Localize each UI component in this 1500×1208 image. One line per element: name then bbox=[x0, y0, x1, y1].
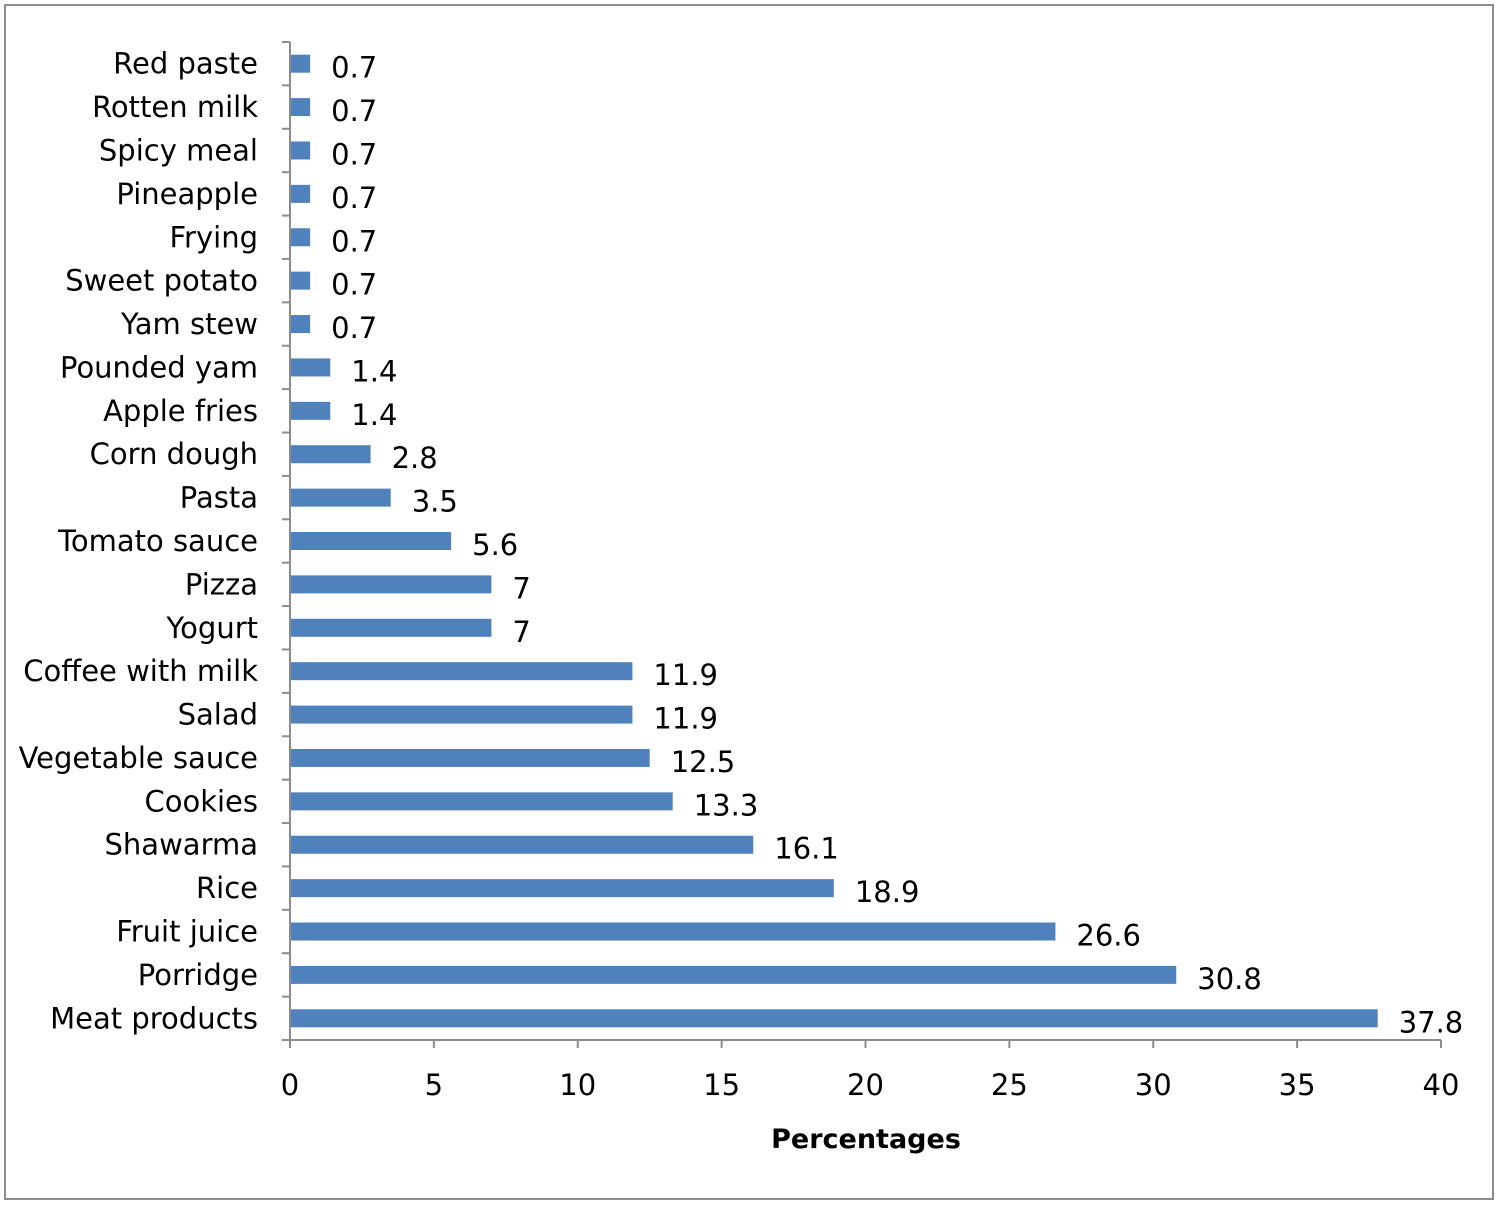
category-label: Red paste bbox=[113, 47, 258, 81]
category-label: Coffee with milk bbox=[23, 654, 258, 688]
data-label: 7 bbox=[512, 571, 530, 605]
data-label: 3.5 bbox=[412, 485, 458, 519]
category-label: Shawarma bbox=[105, 828, 258, 862]
category-label: Pineapple bbox=[116, 177, 258, 211]
data-label: 0.7 bbox=[331, 181, 377, 215]
data-label: 0.7 bbox=[331, 311, 377, 345]
bar bbox=[291, 228, 311, 247]
x-axis-title: Percentages bbox=[771, 1124, 961, 1155]
bar bbox=[291, 879, 834, 898]
category-label: Yam stew bbox=[120, 307, 258, 341]
data-label: 2.8 bbox=[392, 441, 438, 475]
x-tick-label: 10 bbox=[559, 1068, 596, 1102]
bar bbox=[291, 54, 311, 73]
category-label: Vegetable sauce bbox=[19, 741, 258, 775]
category-label: Rice bbox=[196, 871, 258, 905]
data-label: 30.8 bbox=[1197, 962, 1262, 996]
x-tick-label: 40 bbox=[1423, 1068, 1460, 1102]
x-tick-label: 30 bbox=[1135, 1068, 1172, 1102]
data-label: 0.7 bbox=[331, 94, 377, 128]
chart-frame bbox=[4, 4, 1494, 1200]
category-label: Pasta bbox=[180, 481, 258, 515]
data-label: 1.4 bbox=[351, 398, 397, 432]
category-label: Cookies bbox=[144, 784, 258, 818]
x-tick-label: 35 bbox=[1279, 1068, 1316, 1102]
category-label: Tomato sauce bbox=[57, 524, 258, 558]
bar bbox=[291, 662, 633, 681]
bar bbox=[291, 488, 391, 507]
x-tick-label: 15 bbox=[703, 1068, 740, 1102]
data-label: 11.9 bbox=[653, 702, 718, 736]
data-label: 0.7 bbox=[331, 137, 377, 171]
category-label: Fruit juice bbox=[116, 915, 258, 949]
bar bbox=[291, 575, 492, 594]
plot-area: 0 5 10 15 20 25 30 35 40 Red paste 0.7 Rotten milk 0… bbox=[19, 41, 1464, 1102]
x-tick-label: 0 bbox=[281, 1068, 299, 1102]
category-label: Rotten milk bbox=[92, 90, 258, 124]
bar bbox=[291, 965, 1177, 984]
data-label: 16.1 bbox=[774, 832, 839, 866]
data-label: 0.7 bbox=[331, 224, 377, 258]
category-label: Yogurt bbox=[165, 611, 258, 645]
bar bbox=[291, 358, 331, 377]
bar bbox=[291, 922, 1056, 941]
category-label: Apple fries bbox=[103, 394, 258, 428]
category-label: Porridge bbox=[138, 958, 258, 992]
x-tick-label: 20 bbox=[847, 1068, 884, 1102]
data-label: 1.4 bbox=[351, 354, 397, 388]
category-label: Spicy meal bbox=[99, 133, 258, 167]
bar bbox=[291, 445, 371, 464]
data-label: 11.9 bbox=[653, 658, 718, 692]
data-label: 0.7 bbox=[331, 51, 377, 85]
x-tick-label: 25 bbox=[991, 1068, 1028, 1102]
bar bbox=[291, 705, 633, 724]
bar bbox=[291, 184, 311, 203]
category-label: Pizza bbox=[185, 567, 258, 601]
bar bbox=[291, 835, 754, 854]
category-label: Sweet potato bbox=[65, 264, 258, 298]
bar bbox=[291, 98, 311, 117]
category-label: Salad bbox=[178, 698, 258, 732]
bar bbox=[291, 401, 331, 420]
bar bbox=[291, 618, 492, 637]
data-label: 7 bbox=[512, 615, 530, 649]
category-label: Pounded yam bbox=[60, 350, 258, 384]
x-tick-label: 5 bbox=[425, 1068, 443, 1102]
bar bbox=[291, 1009, 1378, 1028]
data-label: 37.8 bbox=[1399, 1005, 1464, 1039]
data-label: 0.7 bbox=[331, 268, 377, 302]
category-label: Corn dough bbox=[90, 437, 258, 471]
bar bbox=[291, 792, 673, 811]
category-label: Frying bbox=[169, 220, 258, 254]
data-label: 18.9 bbox=[855, 875, 920, 909]
data-label: 13.3 bbox=[694, 788, 759, 822]
data-label: 12.5 bbox=[671, 745, 736, 779]
bar bbox=[291, 532, 452, 550]
bar bbox=[291, 748, 650, 767]
data-label: 5.6 bbox=[472, 528, 518, 562]
bar bbox=[291, 141, 311, 160]
category-label: Meat products bbox=[50, 1001, 258, 1035]
data-label: 26.6 bbox=[1076, 919, 1141, 953]
bar bbox=[291, 315, 311, 334]
bar bbox=[291, 271, 311, 290]
